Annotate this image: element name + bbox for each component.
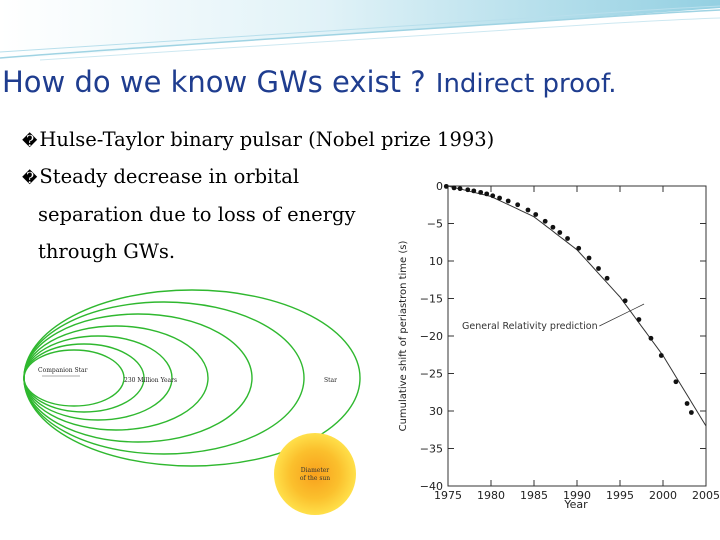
y-tick-label: −20 [420, 330, 443, 343]
data-point [451, 185, 457, 191]
data-point [465, 187, 471, 193]
data-point [490, 193, 496, 199]
title-sub: Indirect proof. [435, 69, 617, 99]
plot-background [390, 172, 720, 512]
y-tick-label: −25 [420, 368, 443, 381]
x-tick-label: 1975 [434, 489, 462, 502]
y-tick-label: −15 [420, 293, 443, 306]
x-tick-label: 2005 [692, 489, 720, 502]
data-point [478, 189, 484, 195]
data-point [515, 202, 521, 208]
orbit-ring [23, 349, 125, 407]
data-point [565, 236, 570, 241]
data-point [443, 183, 449, 189]
star-label: Star [324, 377, 337, 384]
data-point [525, 207, 531, 213]
title-main: How do we know GWs exist ? [2, 65, 426, 99]
bullet-2: � Steady decrease in orbital [22, 165, 299, 188]
data-point [484, 191, 490, 197]
orbit-figure: Companion Star 230 Million Years Star Di… [14, 276, 364, 516]
data-point [550, 224, 556, 230]
bullet-2-line-1: Steady decrease in orbital [39, 165, 300, 188]
y-tick-label: 0 [436, 180, 443, 193]
y-axis-label: Cumulative shift of periastron time (s) [398, 241, 409, 432]
data-point [457, 186, 463, 192]
data-point [673, 379, 679, 385]
sun-label-line-1: Diameter [301, 467, 330, 474]
x-axis-ticks: 1975 1980 1985 1990 1995 2000 2005 [434, 186, 720, 502]
bullet-1-marker: � [22, 132, 38, 150]
data-point [542, 218, 548, 224]
data-point [586, 255, 592, 261]
y-axis-ticks: 0 −5 10 −15 −20 −25 30 −35 −40 [420, 180, 706, 493]
sun-label-line-2: of the sun [300, 475, 330, 482]
sun-icon [274, 433, 356, 515]
data-point [497, 195, 502, 201]
data-point [622, 298, 628, 304]
data-point [648, 335, 654, 341]
companion-star-label: Companion Star [38, 367, 88, 374]
annotation-label: General Relativity prediction [462, 321, 598, 332]
data-point [688, 410, 694, 415]
x-tick-label: 1995 [606, 489, 634, 502]
y-tick-label: −35 [420, 443, 443, 456]
data-point [604, 275, 610, 281]
x-axis-label: Year [563, 498, 588, 511]
data-point [557, 230, 563, 235]
distance-label: 230 Million Years [124, 377, 177, 384]
decorative-wave-banner [0, 0, 720, 61]
bullet-2-marker: � [22, 169, 38, 187]
bullet-2-line-2: separation due to loss of energy [38, 203, 356, 226]
data-points [443, 183, 694, 415]
bullet-1: � Hulse-Taylor binary pulsar (Nobel prize… [22, 128, 494, 151]
data-point [684, 401, 690, 406]
annotation-leader [599, 303, 645, 327]
data-point [636, 317, 642, 322]
data-point [596, 266, 601, 271]
bullet-1-text: Hulse-Taylor binary pulsar (Nobel prize … [39, 128, 495, 151]
orbit-rings [23, 289, 361, 467]
y-tick-label: −40 [420, 480, 443, 493]
data-point [533, 212, 539, 217]
data-point [576, 245, 582, 251]
x-tick-label: 1985 [520, 489, 548, 502]
data-point [471, 188, 477, 194]
bullet-2-line-3: through GWs. [38, 240, 176, 263]
x-tick-label: 1990 [563, 489, 591, 502]
slide-title: How do we know GWs exist ? Indirect proo… [2, 62, 617, 100]
y-tick-label: 10 [429, 255, 443, 268]
x-tick-label: 1980 [477, 489, 505, 502]
data-point [505, 198, 511, 204]
y-tick-label: −5 [427, 218, 443, 231]
y-tick-label: 30 [429, 405, 443, 418]
data-point [658, 353, 664, 358]
x-tick-label: 2000 [649, 489, 677, 502]
